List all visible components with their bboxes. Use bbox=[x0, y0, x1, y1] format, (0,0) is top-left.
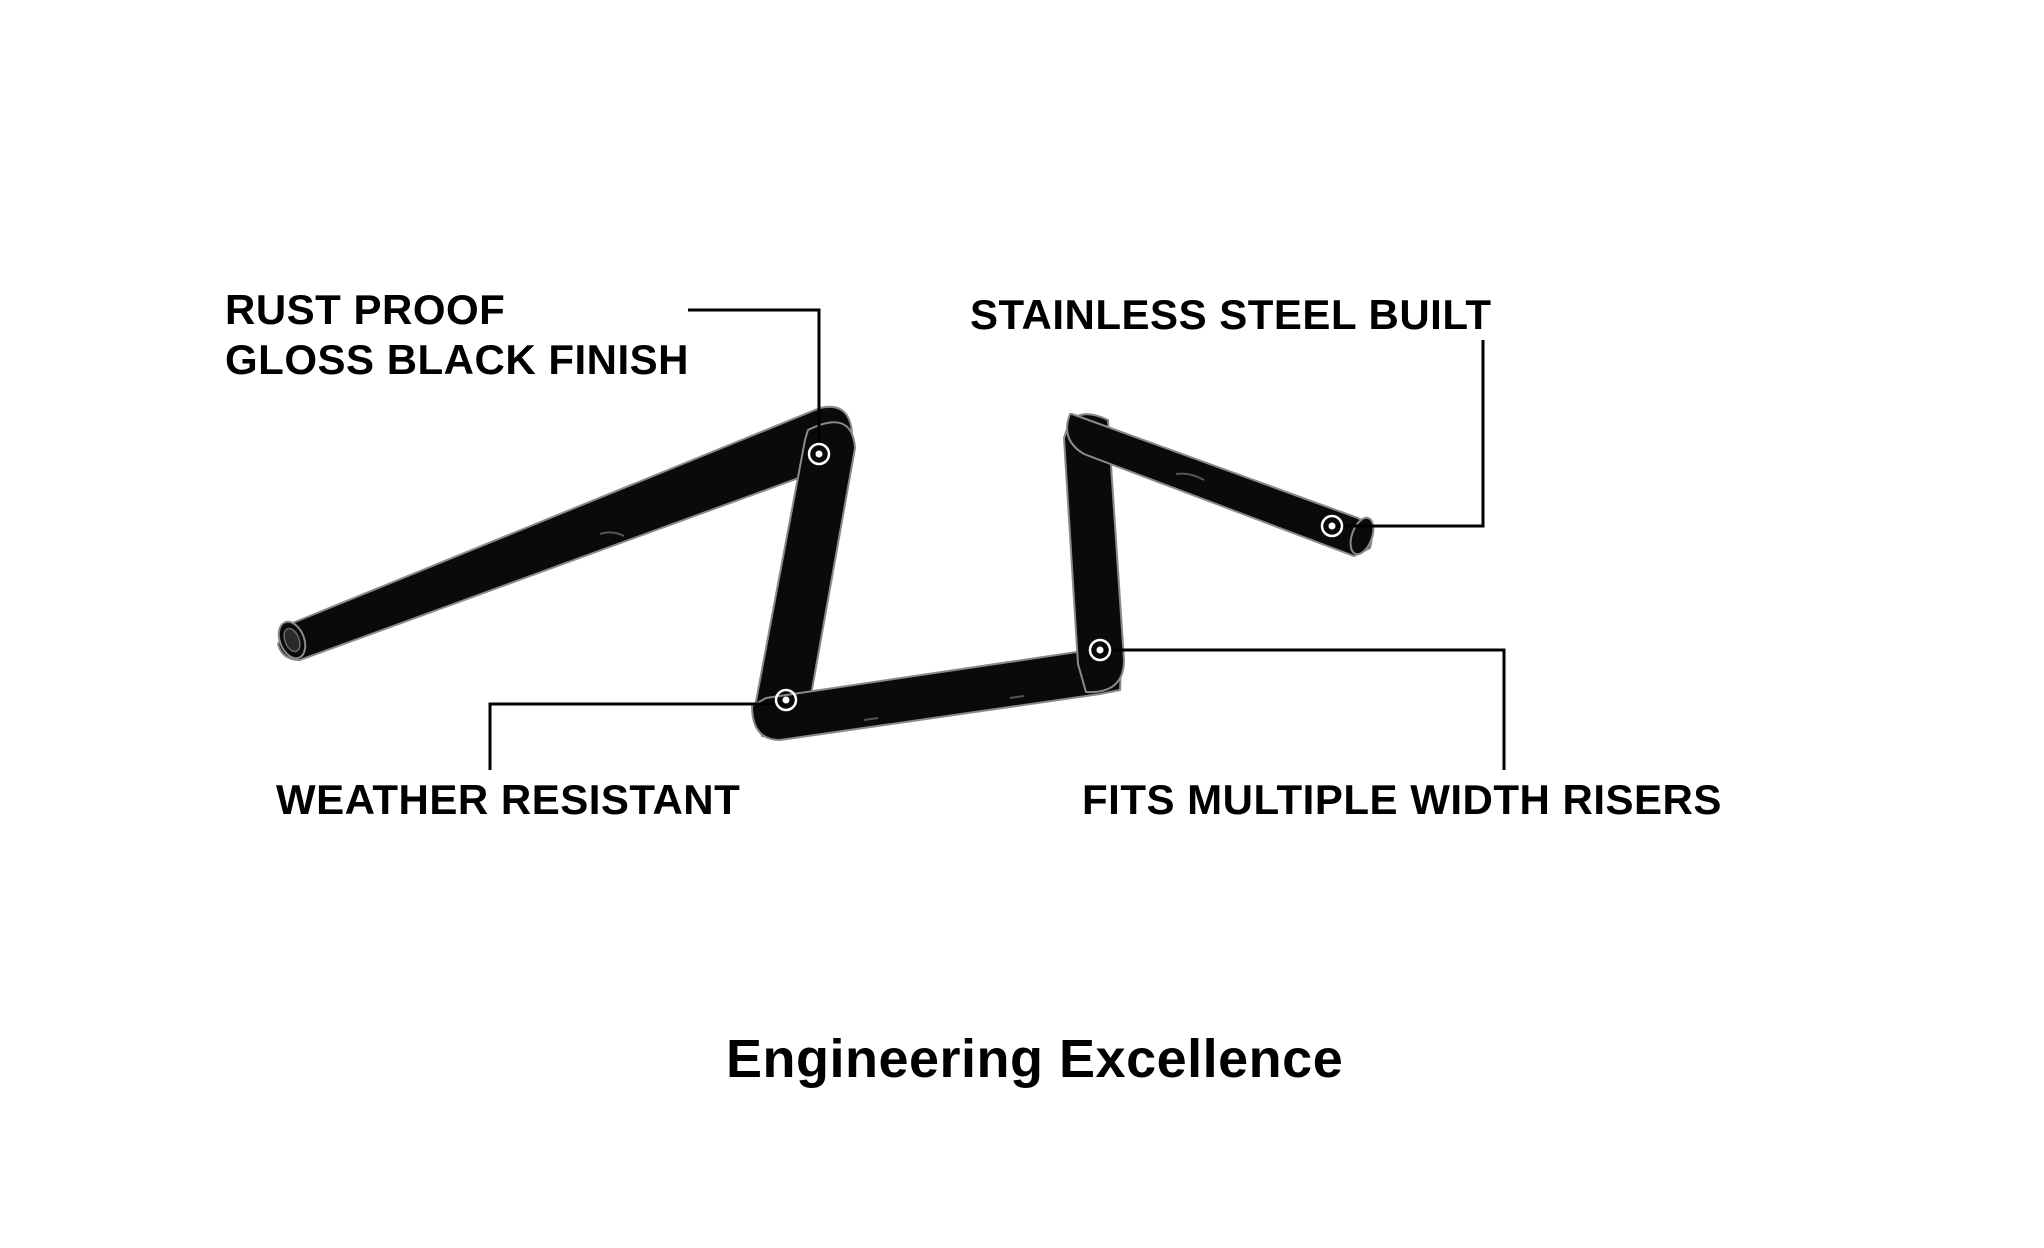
caption-engineering-excellence: Engineering Excellence bbox=[726, 1028, 1343, 1090]
label-rust-proof: RUST PROOF GLOSS BLACK FINISH bbox=[225, 285, 689, 386]
label-text: RUST PROOF bbox=[225, 286, 505, 333]
label-text: WEATHER RESISTANT bbox=[276, 776, 740, 823]
label-weather-resistant: WEATHER RESISTANT bbox=[276, 775, 740, 825]
caption-text: Engineering Excellence bbox=[726, 1029, 1343, 1089]
label-fits-risers: FITS MULTIPLE WIDTH RISERS bbox=[1082, 775, 1722, 825]
label-text: FITS MULTIPLE WIDTH RISERS bbox=[1082, 776, 1722, 823]
label-stainless-steel: STAINLESS STEEL BUILT bbox=[970, 290, 1492, 340]
diagram-container: RUST PROOF GLOSS BLACK FINISH STAINLESS … bbox=[0, 0, 2044, 1248]
label-text: STAINLESS STEEL BUILT bbox=[970, 291, 1492, 338]
handlebar-shape bbox=[274, 407, 1378, 740]
label-text: GLOSS BLACK FINISH bbox=[225, 336, 689, 383]
